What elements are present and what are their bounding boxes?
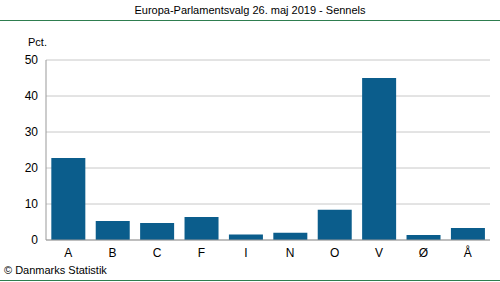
svg-text:20: 20 — [25, 161, 39, 175]
svg-text:I: I — [244, 246, 247, 260]
svg-text:50: 50 — [25, 53, 39, 67]
svg-text:N: N — [286, 246, 295, 260]
svg-text:Å: Å — [464, 245, 472, 260]
svg-text:30: 30 — [25, 125, 39, 139]
svg-text:A: A — [64, 246, 72, 260]
svg-text:C: C — [153, 246, 162, 260]
svg-text:10: 10 — [25, 197, 39, 211]
svg-text:V: V — [375, 246, 383, 260]
html-text:© Danmarks Statistik: © Danmarks Statistik — [4, 264, 107, 276]
svg-text:B: B — [109, 246, 117, 260]
svg-text:O: O — [330, 246, 339, 260]
svg-text:Ø: Ø — [419, 246, 428, 260]
svg-text:0: 0 — [31, 233, 38, 247]
svg-text:40: 40 — [25, 89, 39, 103]
html-text:Europa-Parlamentsvalg 26. maj: Europa-Parlamentsvalg 26. maj 2019 - Sen… — [134, 4, 366, 16]
html-text:Pct.: Pct. — [28, 36, 47, 48]
svg-text:F: F — [198, 246, 205, 260]
